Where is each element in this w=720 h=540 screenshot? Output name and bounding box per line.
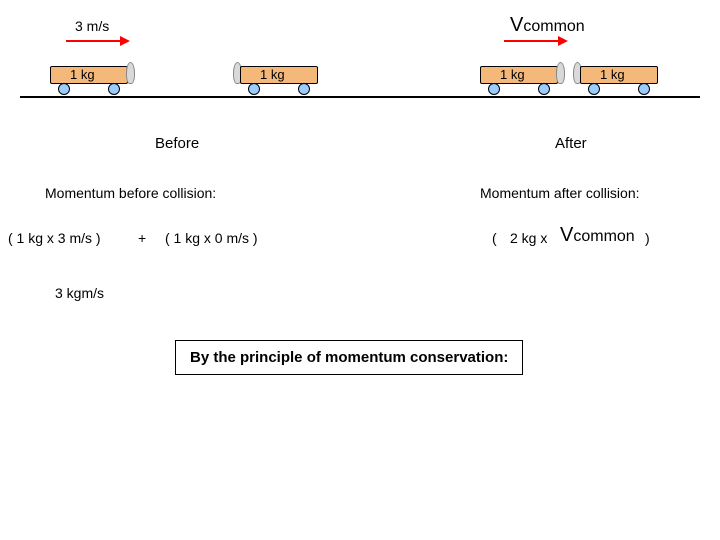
vcommon-sub: common [523, 18, 584, 35]
cart-mass-label: 1 kg [600, 67, 625, 82]
eq-rhs-open: ( [492, 230, 497, 246]
track-line [20, 96, 700, 98]
cart-4: 1 kg [580, 66, 670, 96]
vcommon-sub: common [573, 228, 634, 245]
principle-box: By the principle of momentum conservatio… [175, 340, 523, 375]
eq-rhs-mass: 2 kg x [510, 230, 547, 246]
cart-3: 1 kg [480, 66, 570, 96]
velocity-after-label: Vcommon [510, 14, 585, 37]
cart-bumper [126, 62, 135, 84]
after-label: After [555, 135, 587, 152]
cart-mass-label: 1 kg [500, 67, 525, 82]
eq-lhs2: ( 1 kg x 0 m/s ) [165, 230, 258, 246]
eq-lhs1: ( 1 kg x 3 m/s ) [8, 230, 101, 246]
momentum-after-header: Momentum after collision: [480, 185, 640, 201]
before-label: Before [155, 135, 199, 152]
cart-wheel [588, 83, 600, 95]
vcommon-v: V [560, 224, 573, 246]
cart-mass-label: 1 kg [260, 67, 285, 82]
cart-bumper [556, 62, 565, 84]
arrow-before [66, 40, 128, 42]
cart-wheel [488, 83, 500, 95]
cart-wheel [248, 83, 260, 95]
arrow-after [504, 40, 566, 42]
cart-wheel [298, 83, 310, 95]
cart-wheel [638, 83, 650, 95]
momentum-before-header: Momentum before collision: [45, 185, 216, 201]
cart-wheel [108, 83, 120, 95]
eq-rhs-close: ) [645, 230, 650, 246]
cart-mass-label: 1 kg [70, 67, 95, 82]
vcommon-v: V [510, 14, 523, 36]
cart-2: 1 kg [240, 66, 330, 96]
cart-wheel [58, 83, 70, 95]
cart-wheel [538, 83, 550, 95]
cart-1: 1 kg [50, 66, 140, 96]
result-label: 3 kgm/s [55, 285, 104, 301]
velocity-before-label: 3 m/s [75, 18, 109, 34]
eq-rhs-vcommon: Vcommon [560, 224, 635, 247]
eq-plus: + [138, 230, 146, 246]
